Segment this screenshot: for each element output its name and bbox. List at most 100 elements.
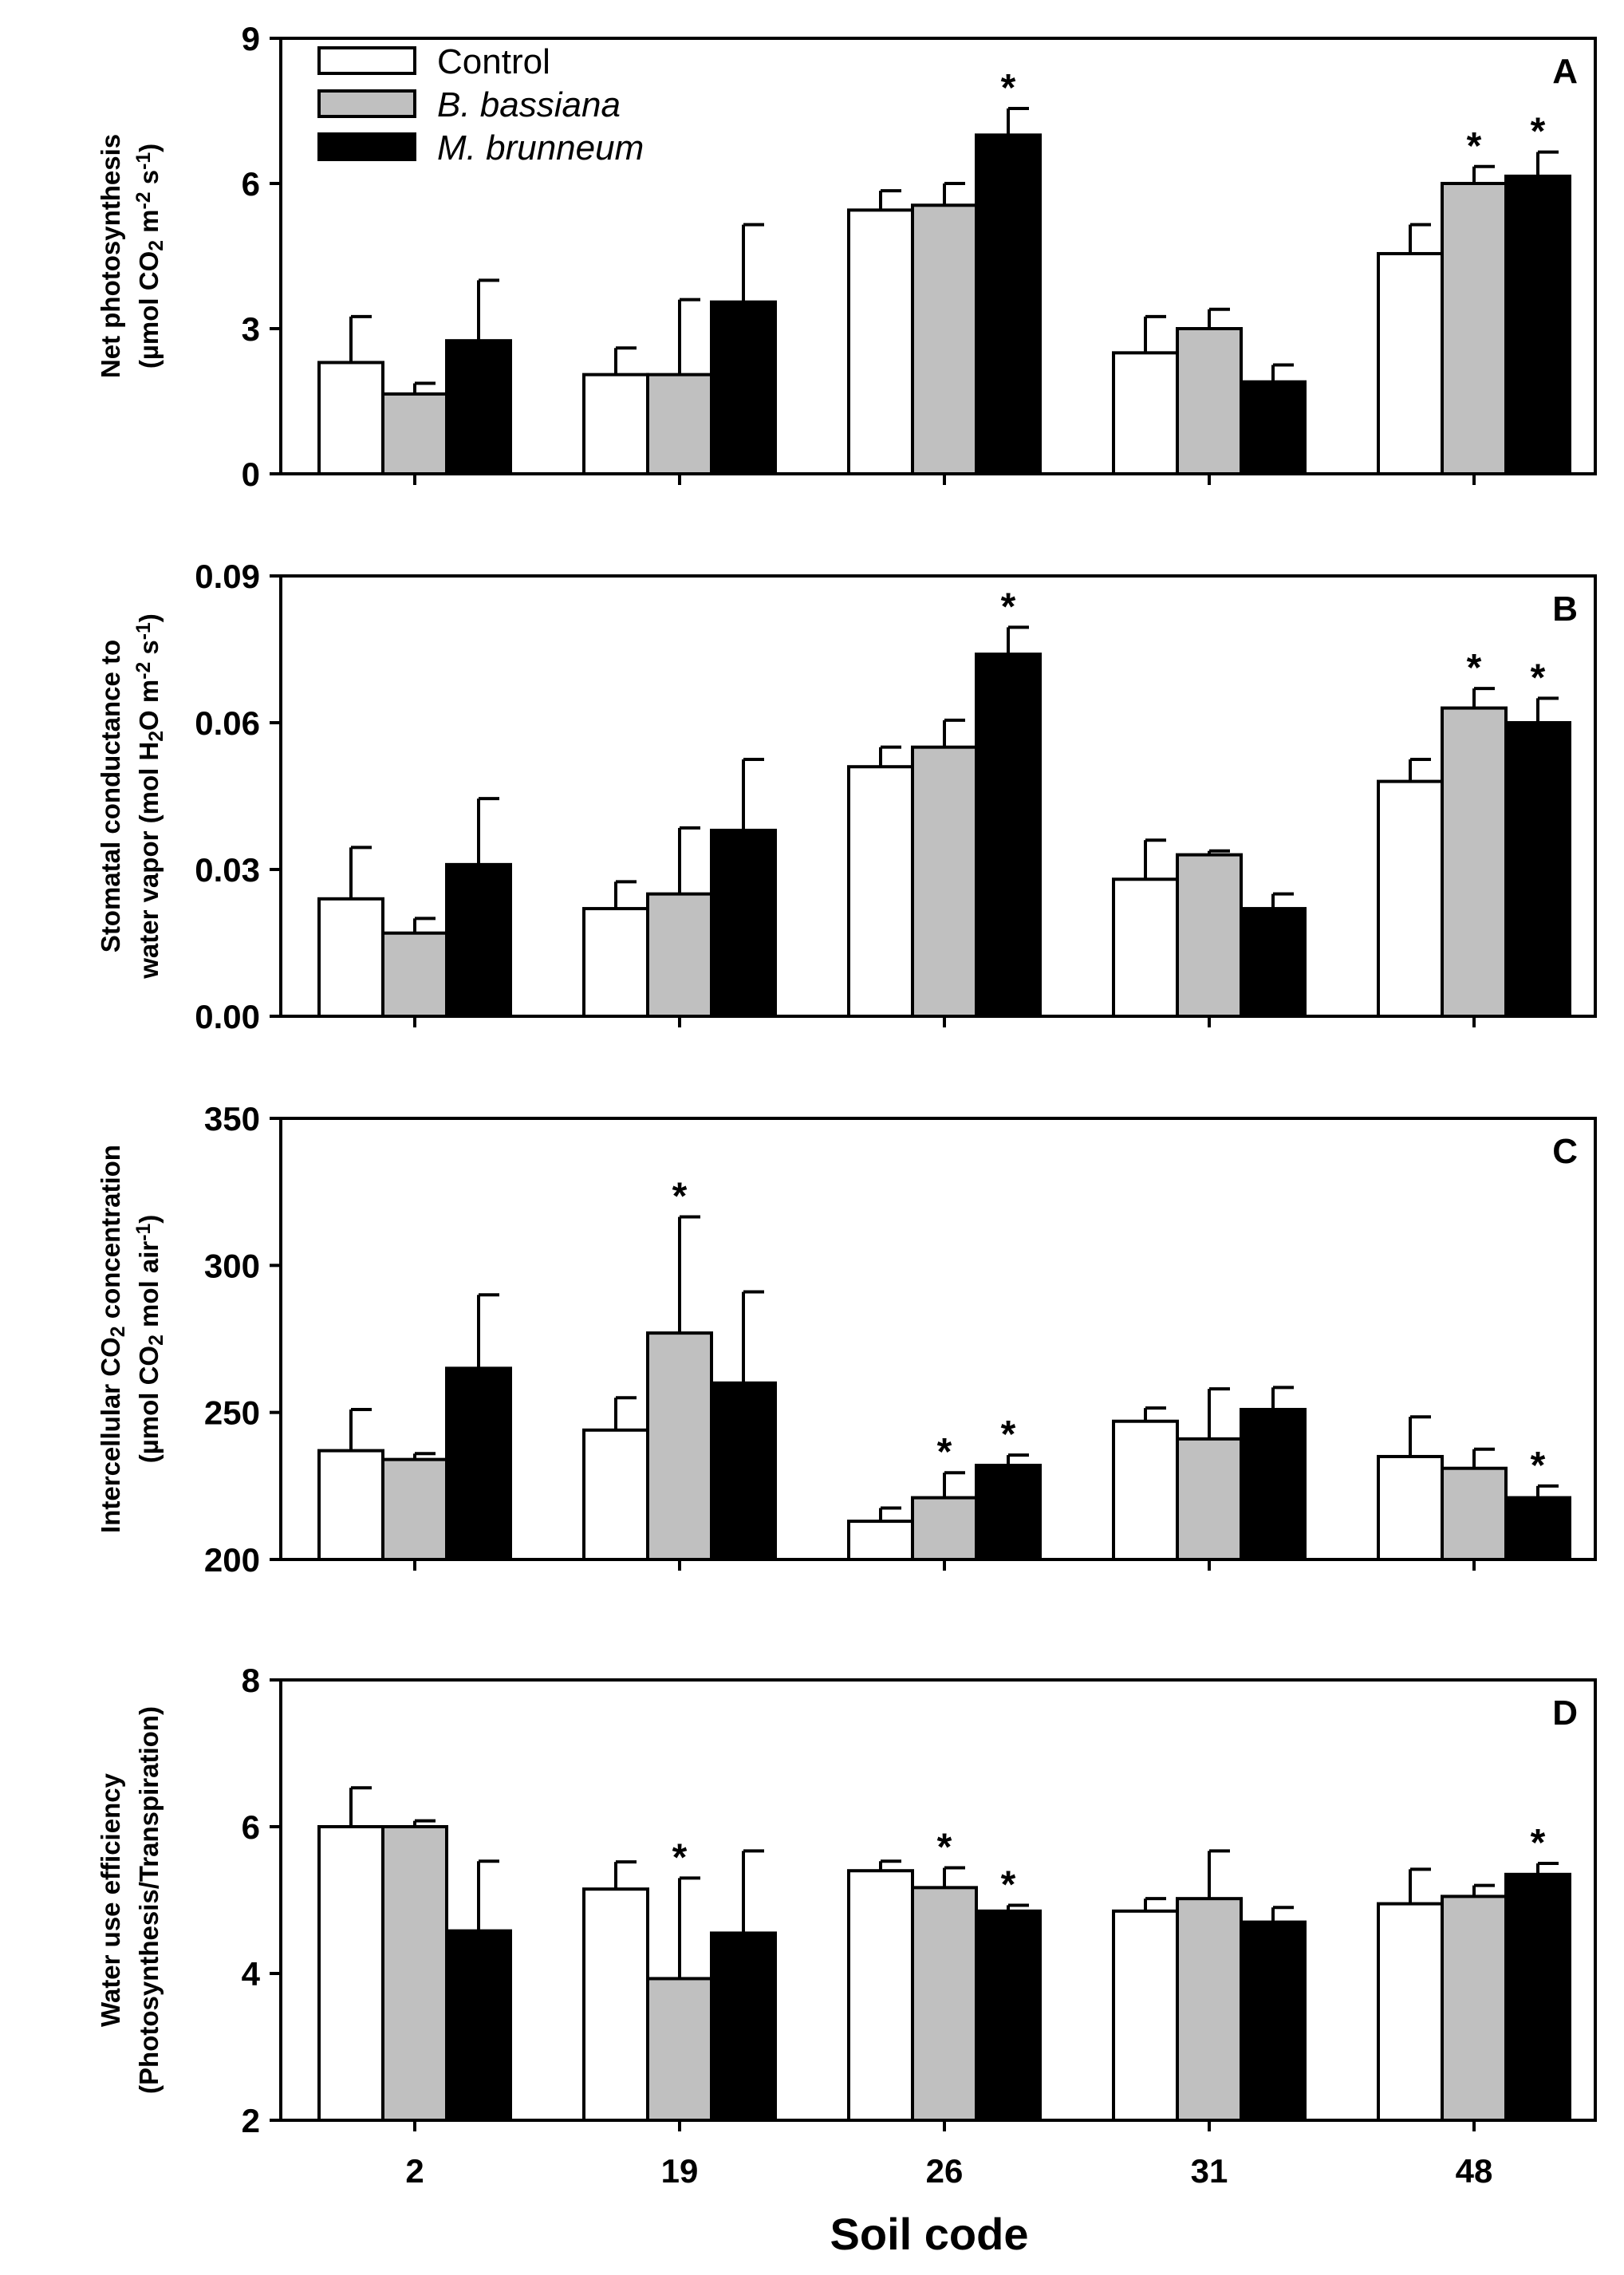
significance-star: * xyxy=(1001,1413,1016,1456)
bar-control xyxy=(847,1869,914,2122)
y-axis-label-line2: water vapor (mol H2O m-2 s-1) xyxy=(133,613,168,980)
significance-star: * xyxy=(1531,1822,1546,1864)
significance-star: * xyxy=(672,1836,688,1879)
y-tick-label: 0.09 xyxy=(195,558,260,595)
bar-b-bassiana xyxy=(381,931,448,1018)
significance-star: * xyxy=(1531,656,1546,699)
bar-b-bassiana xyxy=(911,203,978,475)
panel-a: 0 3 6 9 A Net photosynthesis (µmol CO2 m-2 s-1… xyxy=(96,20,1597,493)
significance-star: * xyxy=(672,1176,688,1218)
y-tick-label: 250 xyxy=(204,1394,260,1432)
y-tick-label: 0 xyxy=(242,455,260,493)
panel-d: 2 4 6 8 D Water use efficiency (Photosynthesis… xyxy=(96,1662,1597,2190)
bar-m-brunneum xyxy=(1240,380,1307,476)
x-axis-title: Soil code xyxy=(830,2209,1029,2259)
bar-m-brunneum xyxy=(975,1464,1042,1561)
bar-control xyxy=(1112,877,1179,1019)
bar-control xyxy=(582,1887,649,2122)
bar-b-bassiana xyxy=(1176,1897,1243,2122)
x-category-label: 31 xyxy=(1191,2152,1228,2190)
y-tick-label: 350 xyxy=(204,1100,260,1138)
y-tick-label: 4 xyxy=(242,1955,261,1993)
bar-m-brunneum xyxy=(1240,907,1307,1018)
y-axis-label-line2: (µmol CO2 m-2 s-1) xyxy=(133,144,168,369)
panel-letter: B xyxy=(1552,589,1578,629)
bar-b-bassiana xyxy=(1176,327,1243,475)
significance-star: * xyxy=(1001,67,1016,109)
bar-m-brunneum xyxy=(975,1909,1042,2123)
bar-m-brunneum xyxy=(445,1929,512,2122)
bar-control xyxy=(1112,1419,1179,1562)
bar-control xyxy=(1377,779,1444,1018)
y-axis-label-line2: (µmol CO2 mol air-1) xyxy=(133,1215,168,1464)
bar-b-bassiana xyxy=(911,745,978,1019)
y-axis-label-line1: Stomatal conductance to xyxy=(96,640,125,952)
x-category-label: 2 xyxy=(405,2152,424,2190)
significance-star: * xyxy=(1467,125,1482,168)
panel-letter: A xyxy=(1552,52,1578,91)
bar-m-brunneum xyxy=(1504,1496,1571,1561)
bar-m-brunneum xyxy=(1240,1920,1307,2123)
bar-control xyxy=(1377,251,1444,475)
bar-b-bassiana xyxy=(646,1331,713,1562)
y-tick-label: 8 xyxy=(242,1662,260,1699)
significance-star: * xyxy=(1001,1863,1016,1906)
significance-star: * xyxy=(1467,647,1482,689)
y-tick-label: 0.00 xyxy=(195,998,260,1035)
bar-m-brunneum xyxy=(445,862,512,1019)
bar-b-bassiana xyxy=(646,892,713,1018)
y-tick-label: 0.03 xyxy=(195,851,260,889)
bar-control xyxy=(582,373,649,475)
x-category-label: 26 xyxy=(926,2152,964,2190)
bar-b-bassiana xyxy=(1441,706,1508,1018)
bar-m-brunneum xyxy=(710,1931,777,2122)
panel-b: 0.00 0.03 0.06 0.09 B Stomatal conductance to… xyxy=(96,558,1597,1035)
legend-swatch-control xyxy=(317,46,416,75)
bar-b-bassiana xyxy=(911,1496,978,1561)
y-tick-label: 0.06 xyxy=(195,704,260,742)
bar-m-brunneum xyxy=(710,1381,777,1562)
bar-control xyxy=(1112,1909,1179,2123)
bar-control xyxy=(1112,351,1179,476)
bar-m-brunneum xyxy=(445,1366,512,1562)
legend-label-control: Control xyxy=(437,42,550,81)
bar-b-bassiana xyxy=(1176,1437,1243,1562)
y-tick-label: 6 xyxy=(242,165,260,203)
bar-m-brunneum xyxy=(1240,1407,1307,1561)
bar-m-brunneum xyxy=(445,339,512,475)
bar-b-bassiana xyxy=(1441,182,1508,475)
bar-b-bassiana xyxy=(381,392,448,475)
significance-star: * xyxy=(937,1827,952,1869)
y-tick-label: 2 xyxy=(242,2102,260,2139)
legend-swatch-b-bassiana xyxy=(317,89,416,118)
y-axis-label-line1: Net photosynthesis xyxy=(96,134,125,378)
bar-b-bassiana xyxy=(646,1977,713,2122)
bar-control xyxy=(582,907,649,1018)
y-axis-label-line1: Intercellular CO2 concentration xyxy=(96,1145,129,1533)
legend-label-m-brunneum: M. brunneum xyxy=(437,128,644,168)
significance-star: * xyxy=(1001,586,1016,628)
bar-b-bassiana xyxy=(381,1825,448,2122)
legend-label-b-bassiana: B. bassiana xyxy=(437,85,621,124)
bar-m-brunneum xyxy=(1504,174,1571,475)
y-tick-label: 200 xyxy=(204,1541,260,1579)
bar-control xyxy=(847,1520,914,1562)
legend: Control B. bassiana M. brunneum xyxy=(317,42,644,168)
y-tick-label: 300 xyxy=(204,1247,260,1284)
bar-control xyxy=(317,897,384,1019)
y-tick-label: 6 xyxy=(242,1808,260,1846)
panels: 0 3 6 9 A Net photosynthesis (µmol CO2 m-2 s-1… xyxy=(96,20,1597,2190)
bar-m-brunneum xyxy=(1504,721,1571,1018)
bar-b-bassiana xyxy=(381,1457,448,1561)
y-axis-label-line2: (Photosynthesis/Transpiration) xyxy=(134,1706,164,2094)
bar-control xyxy=(317,1449,384,1562)
bar-control xyxy=(1377,1902,1444,2123)
bar-b-bassiana xyxy=(1441,1466,1508,1562)
panel-letter: C xyxy=(1552,1132,1578,1171)
x-category-label: 48 xyxy=(1456,2152,1493,2190)
legend-swatch-m-brunneum xyxy=(317,132,416,161)
y-tick-label: 9 xyxy=(242,20,260,57)
panel-c: 200 250 300 350 C Intercellular CO2 concentra… xyxy=(96,1100,1597,1579)
bar-b-bassiana xyxy=(911,1886,978,2123)
